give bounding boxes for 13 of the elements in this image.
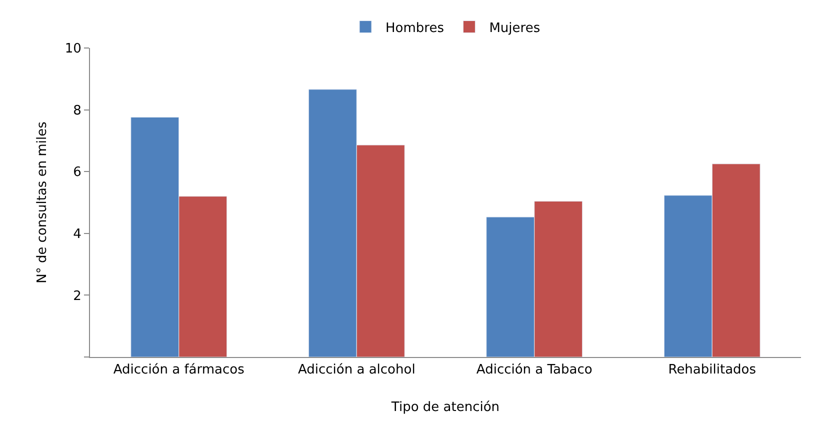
x-axis-title: Tipo de atención	[390, 400, 500, 416]
y-axis-title: N° de consultas en miles	[34, 121, 50, 284]
y-tick-label: 4	[73, 226, 82, 242]
x-tick-label: Adicción a alcohol	[298, 362, 416, 378]
y-tick-label: 10	[64, 42, 82, 57]
legend-label: Hombres	[386, 20, 444, 36]
y-tick-label: 6	[73, 165, 82, 180]
x-tick-label: Adicción a Tabaco	[476, 362, 592, 378]
y-tick-label: 2	[73, 288, 82, 304]
y-tick-label: 8	[73, 103, 82, 118]
x-tick-label: Adicción a fármacos	[113, 362, 245, 378]
legend-label: Mujeres	[489, 20, 540, 36]
x-tick-label: Rehabilitados	[668, 362, 756, 378]
